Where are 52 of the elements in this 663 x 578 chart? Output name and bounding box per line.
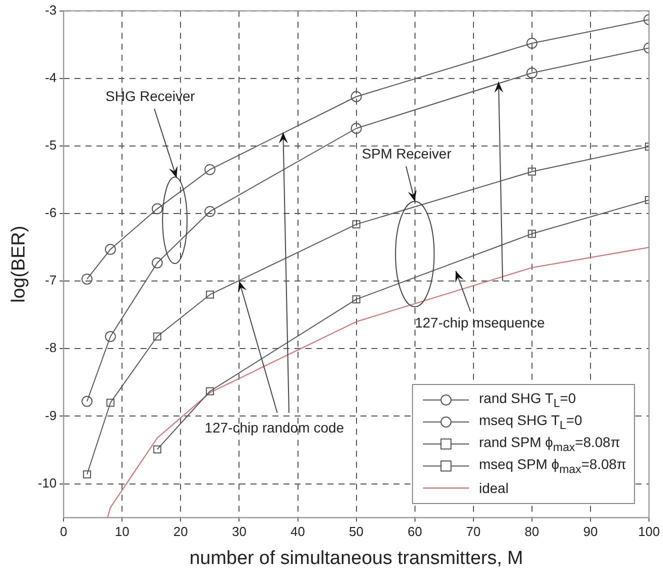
point xyxy=(528,230,536,238)
point xyxy=(104,244,116,255)
x-tick-label: 10 xyxy=(114,524,130,539)
x-tick-label: 70 xyxy=(466,524,481,539)
y-tick-label: -9 xyxy=(45,408,57,423)
point xyxy=(152,203,163,214)
point xyxy=(204,206,216,217)
point xyxy=(352,220,360,228)
point xyxy=(204,164,216,176)
x-tick-label: 100 xyxy=(638,524,660,539)
point xyxy=(206,290,214,299)
x-tick-label: 80 xyxy=(524,524,540,539)
point xyxy=(526,38,538,49)
point xyxy=(206,387,214,396)
point xyxy=(526,67,538,78)
x-tick-label: 60 xyxy=(408,524,422,539)
y-axis-title: log(BER) xyxy=(8,226,30,303)
x-tick-label: 30 xyxy=(232,524,246,539)
legend-label: mseq SPM ϕ$_{max}$=8.08π xyxy=(479,456,626,476)
point xyxy=(104,331,116,342)
y-tick-label: -4 xyxy=(45,70,57,85)
point xyxy=(82,396,93,407)
y-tick-label: -8 xyxy=(45,340,57,356)
legend-label: ideal xyxy=(479,480,509,496)
x-tick-label: 20 xyxy=(173,524,188,539)
legend-label: rand SHG T$_{L}$=0 xyxy=(479,390,576,410)
point xyxy=(82,274,93,285)
annotation: SHG Receiver xyxy=(105,88,196,104)
x-axis-title: number of simultaneous transmitters, M xyxy=(189,548,524,569)
point xyxy=(350,122,362,134)
point xyxy=(106,398,114,407)
x-tick-label: 50 xyxy=(349,524,364,539)
point xyxy=(82,470,92,478)
legend-label: rand SPM ϕ$_{max}$=8.08π xyxy=(479,434,620,454)
y-tick-label: -7 xyxy=(45,272,57,288)
y-tick-label: -5 xyxy=(45,138,57,153)
point xyxy=(528,168,536,176)
annotation: 127-chip random code xyxy=(204,419,344,436)
legend-label: mseq SHG T$_{L}$=0 xyxy=(479,412,582,432)
x-tick-label: 90 xyxy=(583,524,598,539)
y-tick-label: -10 xyxy=(38,475,57,490)
point xyxy=(153,332,162,341)
x-tick-label: 40 xyxy=(290,524,305,539)
y-tick-label: -3 xyxy=(45,2,57,18)
y-tick-label: -6 xyxy=(45,205,57,220)
annotation: SPM Receiver xyxy=(362,146,452,162)
point xyxy=(152,257,163,268)
point xyxy=(352,295,360,304)
x-tick-label: 0 xyxy=(60,524,68,539)
point xyxy=(153,445,162,454)
point xyxy=(350,91,362,102)
annotation: 127-chip msequence xyxy=(414,314,546,331)
